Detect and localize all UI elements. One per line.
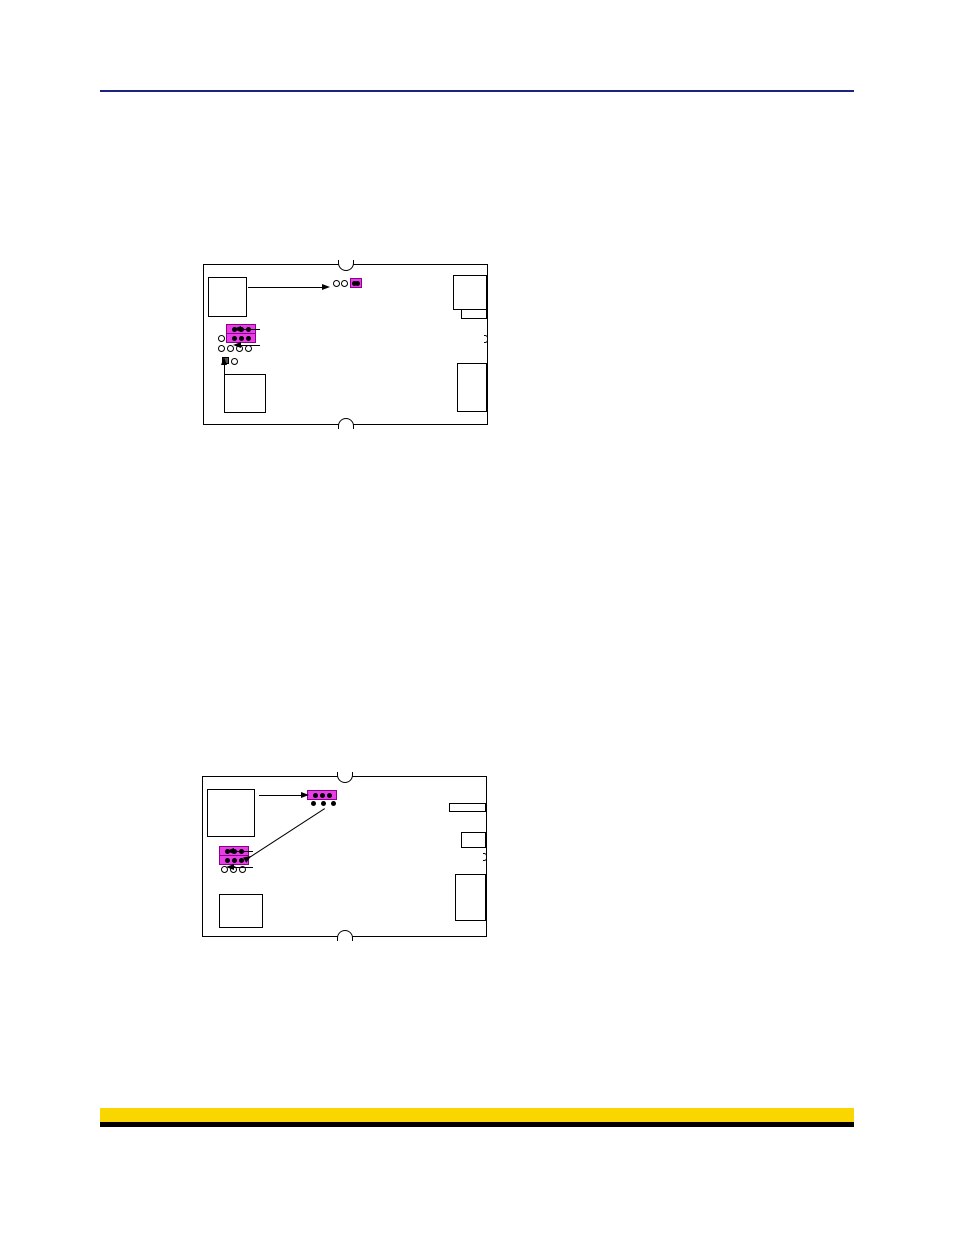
block-top-left [208, 277, 247, 317]
page [0, 0, 954, 1235]
jumper-pin [327, 793, 332, 798]
block-mid-right [461, 832, 486, 848]
pin-hole [218, 345, 225, 352]
pin-hole [231, 358, 238, 365]
standoff-bump [484, 335, 488, 343]
block-bottom-left [219, 894, 263, 928]
arrow-head [226, 864, 234, 870]
jumper-pin [355, 281, 360, 286]
footer-yellow-bar [100, 1108, 854, 1122]
pin-hole [333, 280, 340, 287]
block-top-right [449, 803, 486, 812]
arrow-line [241, 345, 260, 346]
arrow-line [248, 287, 322, 288]
pin-dot [321, 801, 326, 806]
arrow-line [234, 867, 253, 868]
block-bottom-right [455, 874, 486, 921]
pin-dot [331, 801, 336, 806]
top-jumper [350, 278, 362, 288]
pin-hole [341, 280, 348, 287]
notch-bottom [338, 418, 354, 429]
pcb-diagram-1 [203, 264, 488, 425]
jumper-pin [239, 336, 244, 341]
arrow-line [234, 851, 253, 852]
arrow-line [247, 808, 325, 859]
pcb-board [202, 776, 487, 937]
pcb-board [203, 264, 488, 425]
arrow-head [301, 792, 309, 798]
arrow-head [322, 284, 330, 290]
notch-top [338, 260, 354, 271]
arrow-line [259, 795, 301, 796]
jumper-pin [225, 858, 230, 863]
arrow-head [226, 848, 234, 854]
standoff-bump [483, 853, 487, 861]
notch-top [337, 772, 353, 783]
pin-hole [245, 345, 252, 352]
block-top-left [207, 789, 255, 837]
jumper-pin [232, 858, 237, 863]
cluster-row2 [226, 333, 256, 343]
block-top-right [453, 275, 487, 310]
notch-bottom [337, 930, 353, 941]
arrow-head [233, 342, 241, 348]
top-jumper [307, 790, 337, 800]
jumper-pin [313, 793, 318, 798]
block-bottom-right [457, 363, 487, 412]
jumper-pin [246, 336, 251, 341]
arrow-line [241, 329, 260, 330]
jumper-pin [320, 793, 325, 798]
block-mid-right [461, 309, 487, 319]
arrow-head [233, 326, 241, 332]
pin-dot [311, 801, 316, 806]
footer-band [100, 1108, 854, 1127]
jumper-pin [232, 336, 237, 341]
block-bottom-left [224, 374, 266, 413]
pcb-diagram-2 [202, 776, 487, 937]
header-rule [100, 90, 854, 92]
footer-black-bar [100, 1122, 854, 1127]
arrow-line [224, 365, 225, 387]
arrow-head [221, 357, 227, 365]
pin-hole [218, 335, 225, 342]
